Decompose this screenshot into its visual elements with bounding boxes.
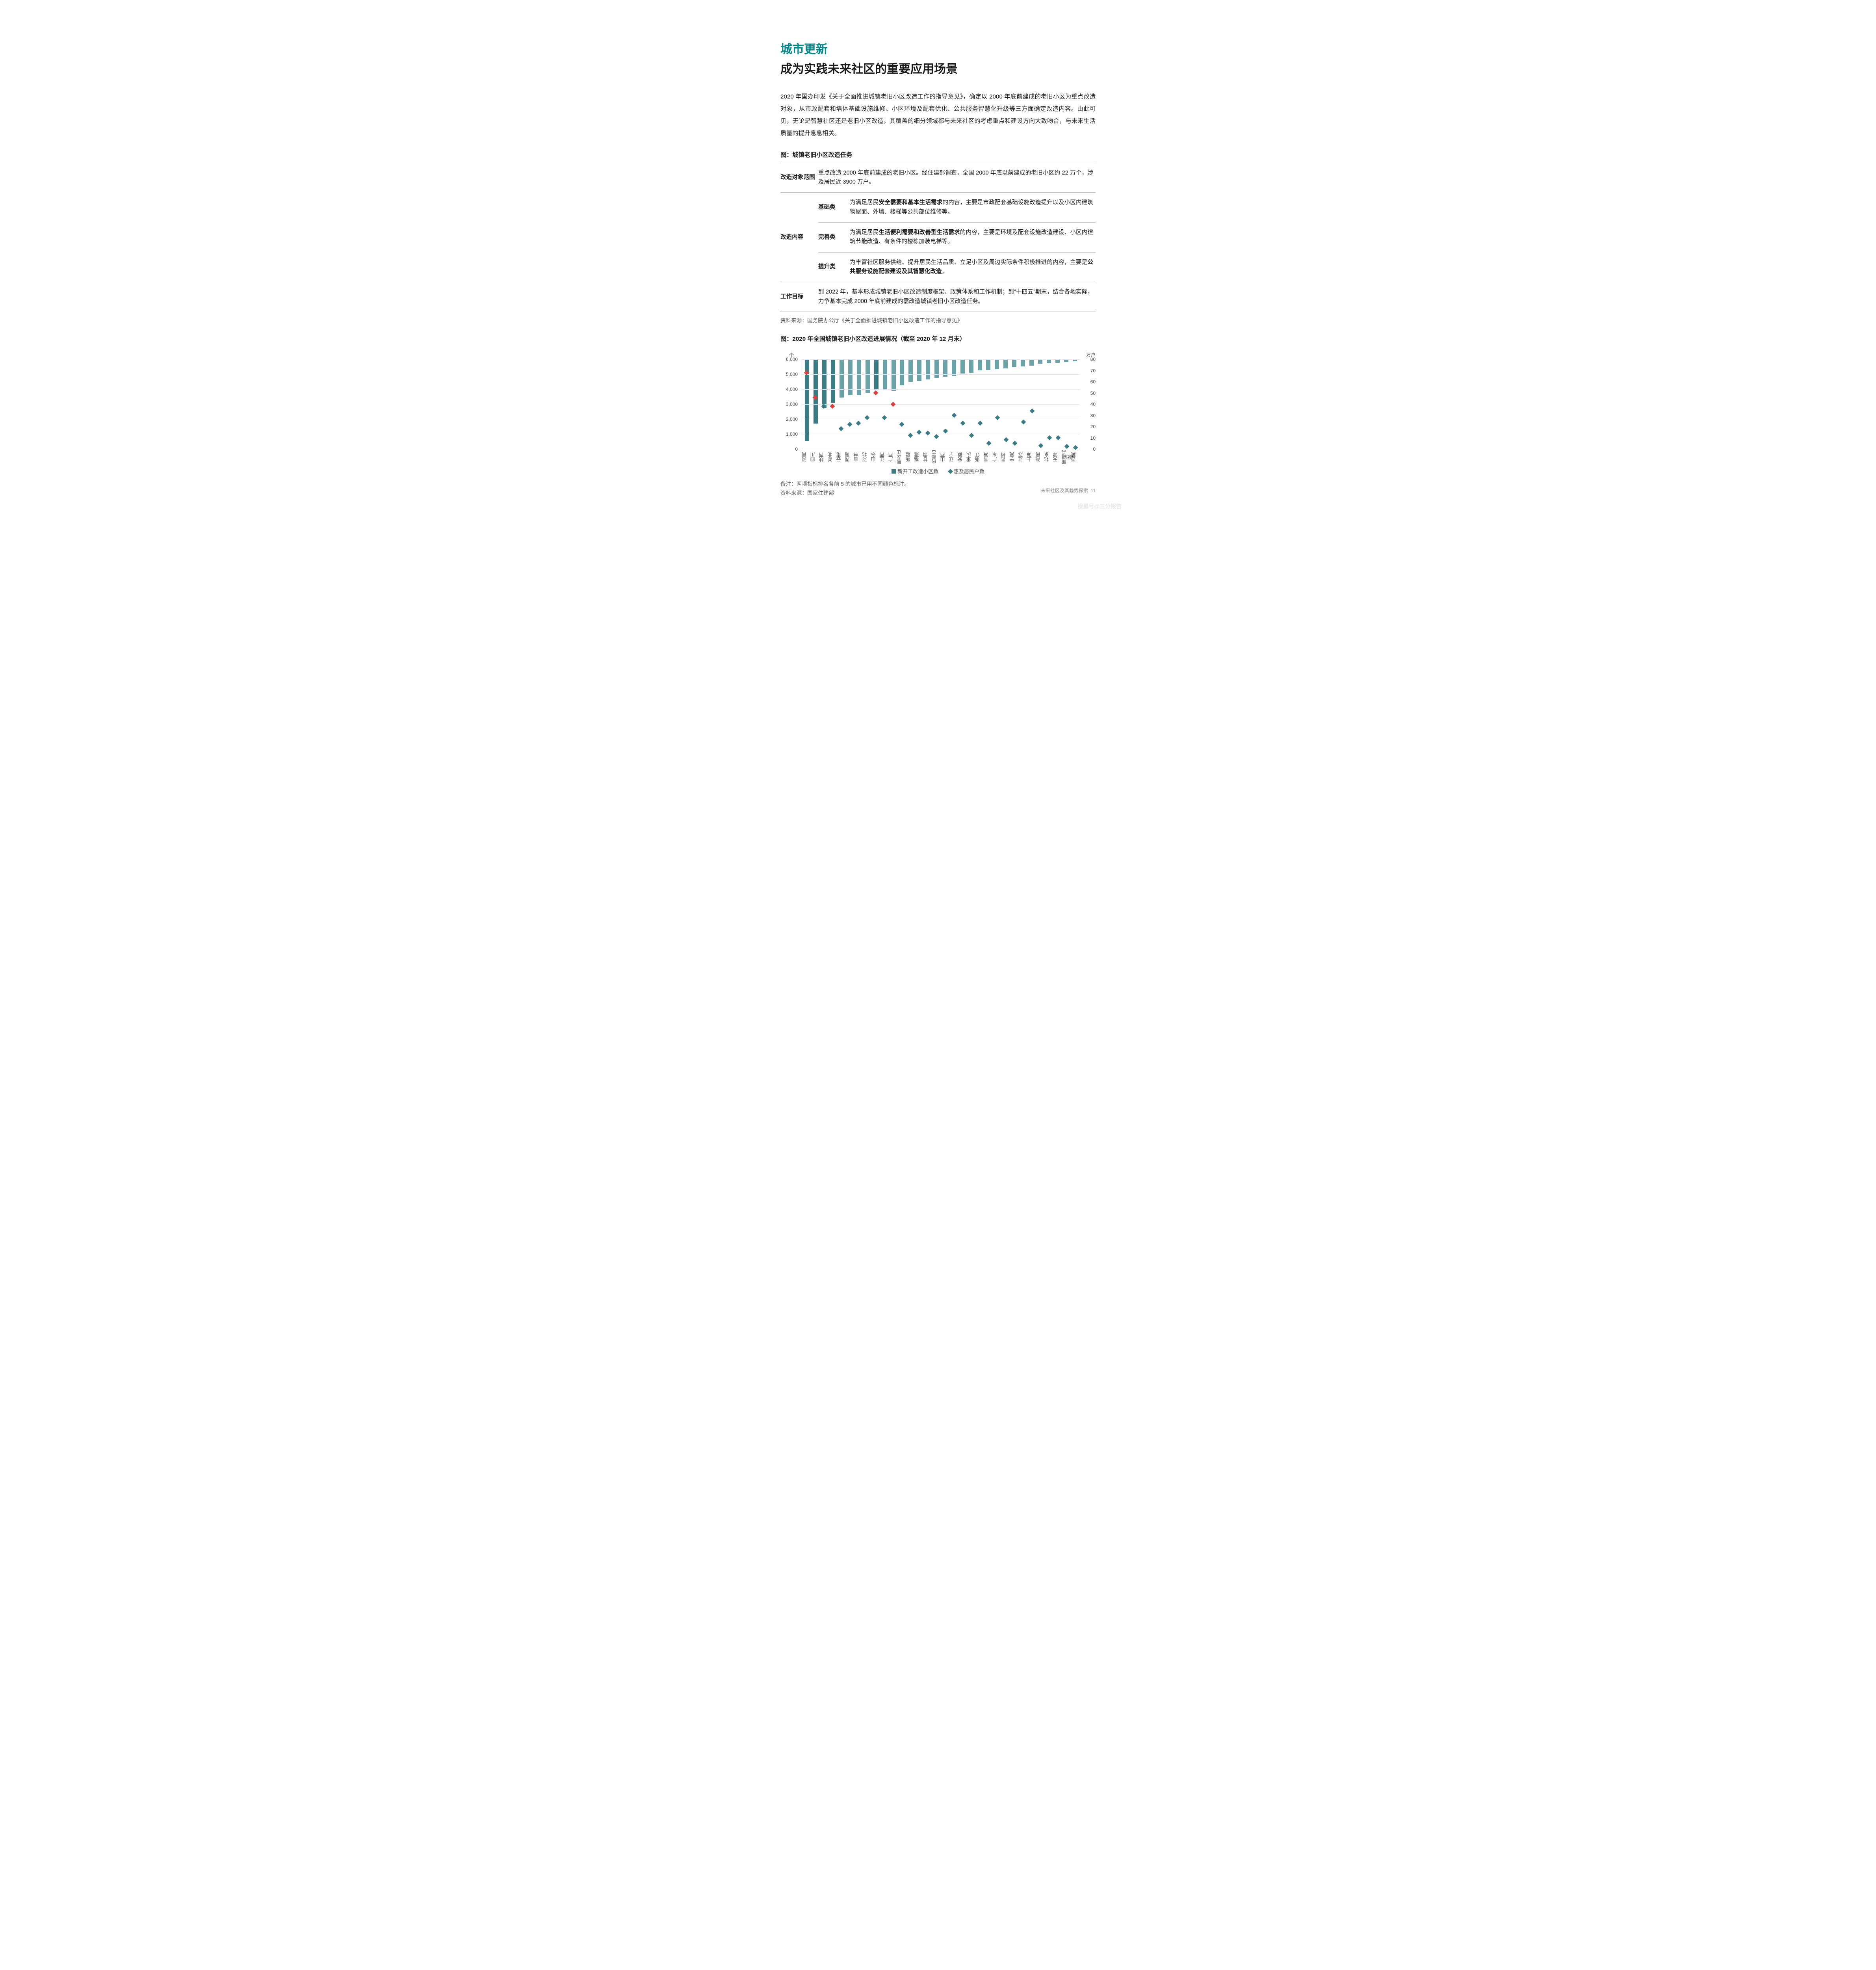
bar xyxy=(1038,359,1042,364)
x-label: 福建 xyxy=(914,450,923,465)
plot-area xyxy=(802,359,1080,449)
tasks-table: 改造对象范围 重点改造 2000 年底前建成的老旧小区。经住建部调查，全国 20… xyxy=(780,163,1096,312)
x-label: 江西 xyxy=(880,450,888,465)
bar xyxy=(1047,359,1051,363)
bar xyxy=(866,359,870,393)
x-label: 上海 xyxy=(1027,450,1036,465)
x-label: 新疆 xyxy=(906,450,914,465)
bar xyxy=(822,359,827,408)
x-label: 江苏 xyxy=(1018,450,1027,465)
bar xyxy=(952,359,956,376)
x-axis-labels: 河南四川陕西湖北云南湖南吉林河北山东江西广西黑龙江新疆福建甘肃内蒙古山西辽宁安徽… xyxy=(802,450,1080,465)
x-label: 陕西 xyxy=(819,450,828,465)
bar xyxy=(960,359,965,374)
progress-chart: 个 01,0002,0003,0004,0005,0006,000 万户 010… xyxy=(780,351,1096,465)
watermark: 搜狐号@三分报告 xyxy=(1077,502,1122,510)
bar xyxy=(1055,359,1060,363)
x-label: 辽宁 xyxy=(949,450,958,465)
legend-bar-icon xyxy=(892,469,896,474)
x-label: 海南 xyxy=(1036,450,1044,465)
figure-title-tasks: 图：城镇老旧小区改造任务 xyxy=(780,150,1096,159)
title-primary: 城市更新 xyxy=(780,39,1096,57)
bar xyxy=(995,359,999,369)
x-label: 湖南 xyxy=(845,450,854,465)
x-label: 黑龙江 xyxy=(897,450,906,465)
y-axis-right: 万户 01020304050607080 xyxy=(1082,359,1096,449)
row-label-goal: 工作目标 xyxy=(780,282,818,312)
x-label: 湖北 xyxy=(828,450,836,465)
bar xyxy=(917,359,921,381)
x-label: 北京 xyxy=(1044,450,1053,465)
title-secondary: 成为实践未来社区的重要应用场景 xyxy=(780,59,1096,76)
page-footer: 未来社区及其趋势探索 11 xyxy=(1041,487,1096,494)
row-text-goal: 到 2022 年，基本形成城镇老旧小区改造制度框架、政策体系和工作机制；到“十四… xyxy=(818,282,1096,312)
cat-label-basic: 基础类 xyxy=(818,193,850,222)
intro-paragraph: 2020 年国办印发《关于全面推进城镇老旧小区改造工作的指导意见》，确定以 20… xyxy=(780,91,1096,140)
x-label: 贵州 xyxy=(1001,450,1010,465)
row-label-content: 改造内容 xyxy=(780,193,818,282)
bar xyxy=(1012,359,1016,367)
bar xyxy=(892,359,896,390)
x-label: 西藏 xyxy=(1071,450,1080,465)
x-label: 浙江 xyxy=(975,450,984,465)
cat-text-improve: 为满足居民生活便利需要和改善型生活需求的内容，主要是环境及配套设施改造建设、小区… xyxy=(850,223,1096,252)
x-label: 内蒙古 xyxy=(932,450,940,465)
bar xyxy=(986,359,990,370)
cat-text-upgrade: 为丰富社区服务供给、提升居民生活品质、立足小区及周边实际条件积极推进的内容，主要… xyxy=(850,253,1096,282)
cat-label-upgrade: 提升类 xyxy=(818,253,850,282)
x-label: 广东 xyxy=(992,450,1001,465)
table-source: 资料来源：国务院办公厅《关于全面推进城镇老旧小区改造工作的指导意见》 xyxy=(780,316,1096,324)
bar xyxy=(926,359,930,379)
cat-label-improve: 完善类 xyxy=(818,223,850,252)
chart-legend: 新开工改造小区数 惠及居民户数 xyxy=(780,467,1096,475)
bar xyxy=(848,359,853,395)
x-label: 甘肃 xyxy=(923,450,932,465)
bar xyxy=(1029,359,1034,366)
x-label: 宁夏 xyxy=(1010,450,1018,465)
bar xyxy=(969,359,973,373)
x-label: 河南 xyxy=(802,450,810,465)
x-label: 广西 xyxy=(888,450,897,465)
bar xyxy=(978,359,982,370)
x-label: 重庆 xyxy=(966,450,975,465)
bar xyxy=(908,359,913,382)
legend-diamond-label: 惠及居民户数 xyxy=(954,468,984,474)
bar xyxy=(831,359,835,403)
figure-title-chart: 图：2020 年全国城镇老旧小区改造进展情况（截至 2020 年 12 月末） xyxy=(780,334,1096,343)
x-label: 安徽 xyxy=(958,450,966,465)
x-label: 云南 xyxy=(836,450,845,465)
bar xyxy=(934,359,939,378)
x-label: 新疆兵团 xyxy=(1062,450,1071,465)
bar xyxy=(1021,359,1025,366)
row-label-scope: 改造对象范围 xyxy=(780,163,818,193)
row-text-scope: 重点改造 2000 年底前建成的老旧小区。经住建部调查，全国 2000 年底以前… xyxy=(818,163,1096,193)
legend-bar-label: 新开工改造小区数 xyxy=(897,468,938,474)
cat-text-basic: 为满足居民安全需要和基本生活需求的内容，主要是市政配套基础设施改造提升以及小区内… xyxy=(850,193,1096,222)
x-label: 山东 xyxy=(871,450,880,465)
bar xyxy=(857,359,861,395)
bar xyxy=(1064,359,1068,362)
x-label: 吉林 xyxy=(854,450,862,465)
x-label: 四川 xyxy=(810,450,819,465)
y-axis-left: 个 01,0002,0003,0004,0005,0006,000 xyxy=(780,359,799,449)
bar xyxy=(814,359,818,424)
bar xyxy=(1003,359,1008,368)
legend-diamond-icon xyxy=(948,469,953,474)
x-label: 青海 xyxy=(984,450,992,465)
x-label: 山西 xyxy=(940,450,949,465)
x-label: 河北 xyxy=(862,450,871,465)
x-label: 天津 xyxy=(1053,450,1062,465)
bar xyxy=(900,359,904,385)
bar xyxy=(840,359,844,397)
